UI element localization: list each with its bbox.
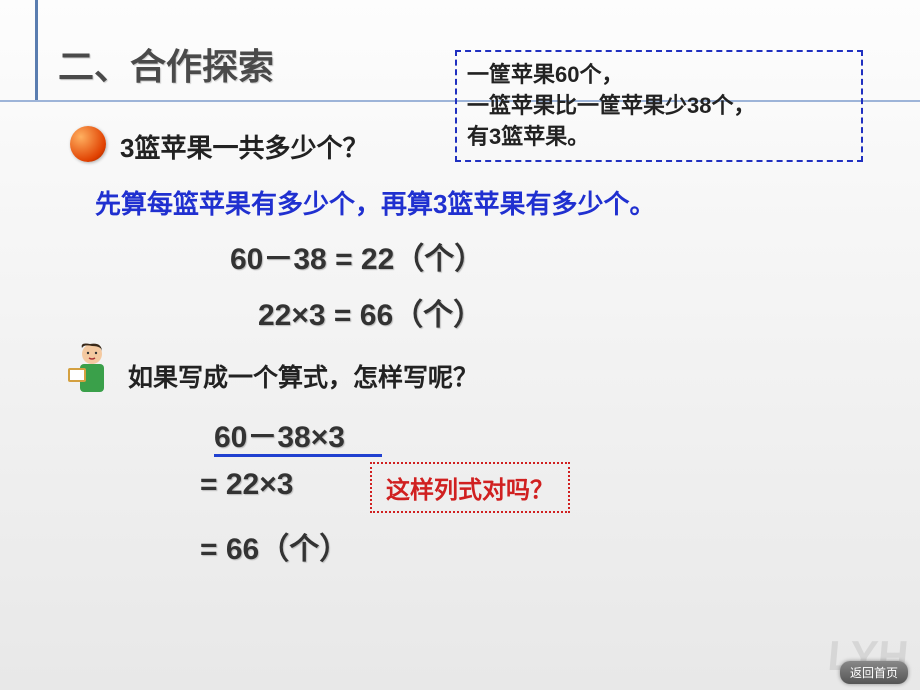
equation-4: = 22×3 [200,468,293,502]
equation-1: 60－38 = 22（个） [230,234,484,278]
equation-underline [214,454,382,457]
title-leftbar [35,0,38,100]
question-1: 3篮苹果一共多少个？ [120,128,368,165]
info-line1: 一筐苹果60个， [467,60,851,91]
teacher-icon [62,340,116,400]
bullet-icon [70,126,106,162]
equation-3: 60－38×3 [214,412,345,456]
info-line2: 一篮苹果比一筐苹果少38个， [467,91,851,122]
equation-5: = 66（个） [200,524,349,568]
info-line3: 有3篮苹果。 [467,122,851,153]
prompt-box: 这样列式对吗？ [370,462,570,513]
back-home-button[interactable]: 返回首页 [840,661,908,684]
section-title: 二、合作探索 [58,38,274,90]
problem-info-box: 一筐苹果60个， 一篮苹果比一筐苹果少38个， 有3篮苹果。 [455,50,863,162]
hint-text: 先算每篮苹果有多少个，再算3篮苹果有多少个。 [95,184,655,221]
question-2: 如果写成一个算式，怎样写呢？ [128,358,478,394]
equation-2: 22×3 = 66（个） [258,290,483,334]
